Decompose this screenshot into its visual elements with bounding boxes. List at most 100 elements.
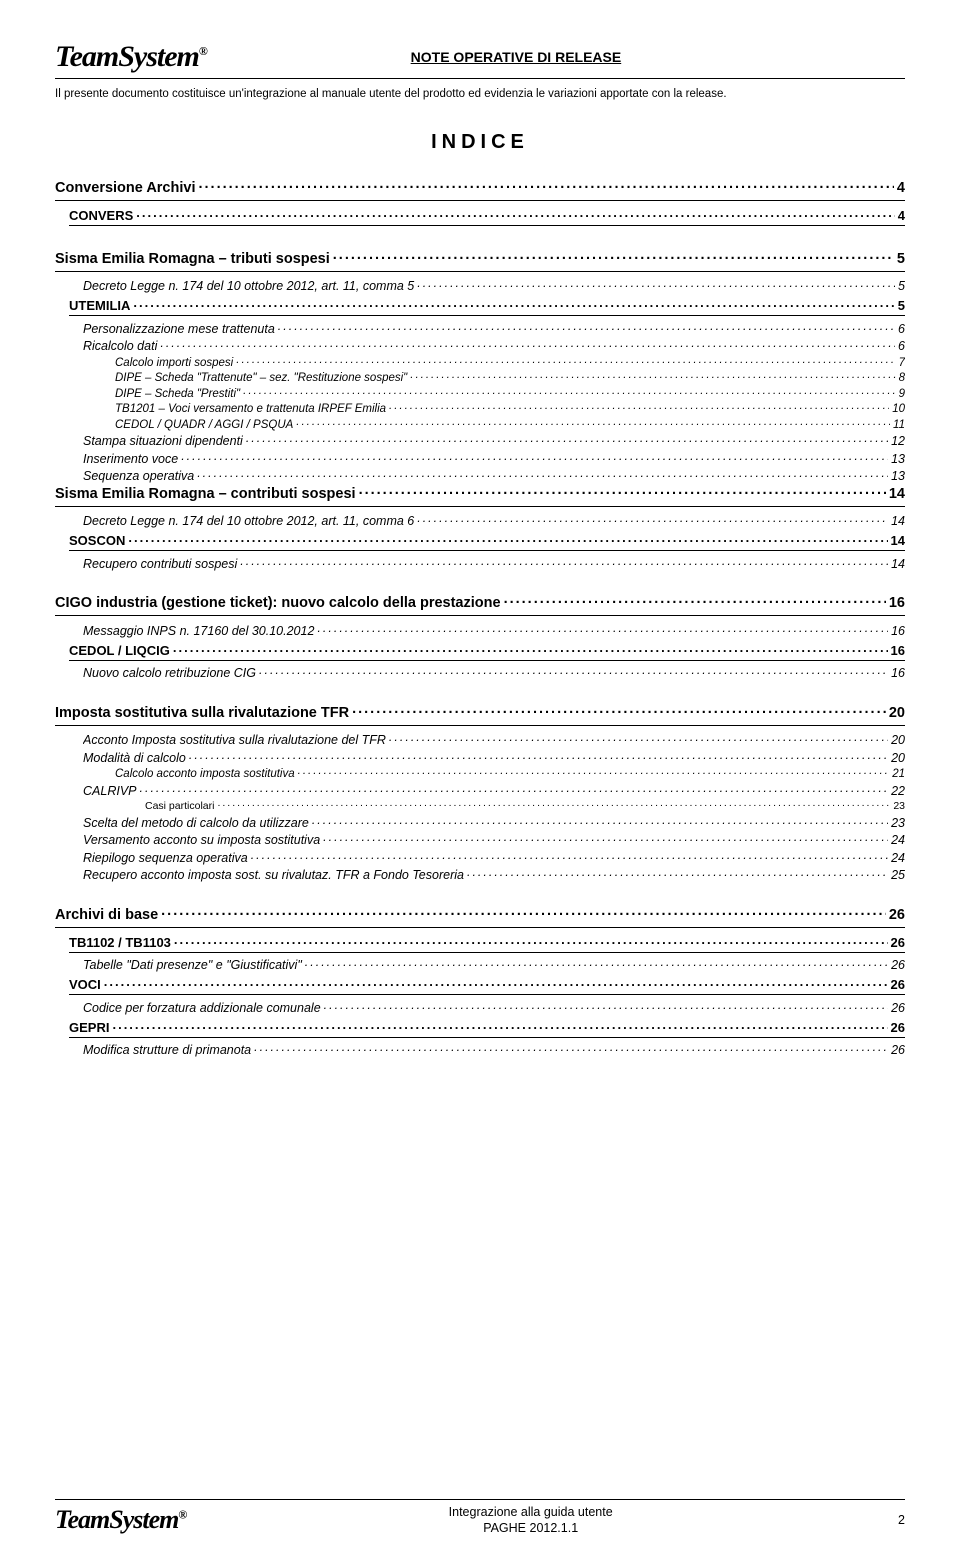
toc-label: Sisma Emilia Romagna – tributi sospesi (55, 251, 330, 267)
page-header: TeamSystem® NOTE OPERATIVE DI RELEASE (55, 40, 905, 74)
toc-page: 26 (891, 1001, 905, 1015)
toc-row: Decreto Legge n. 174 del 10 ottobre 2012… (83, 513, 905, 529)
toc-label: GEPRI (69, 1020, 109, 1035)
toc-entry-lvl1: Sisma Emilia Romagna – contributi sospes… (55, 483, 905, 507)
toc-row: Imposta sostitutiva sulla rivalutazione … (55, 702, 905, 723)
toc-row: Stampa situazioni dipendenti12 (83, 433, 905, 449)
toc-page: 6 (898, 322, 905, 336)
toc-page: 4 (898, 208, 905, 223)
toc-leader-dots (160, 338, 895, 351)
toc-row: Tabelle "Dati presenze" e "Giustificativ… (83, 957, 905, 973)
toc-page: 14 (891, 533, 905, 548)
toc-page: 26 (891, 1020, 905, 1035)
toc-page: 14 (889, 486, 905, 502)
toc-row: Calcolo importi sospesi 7 (115, 354, 905, 369)
toc-label: DIPE – Scheda "Prestiti" (115, 388, 240, 400)
toc-entry-lvl4: CEDOL / QUADR / AGGI / PSQUA11 (115, 416, 905, 431)
toc-row: VOCI26 (69, 976, 905, 992)
document-page: TeamSystem® NOTE OPERATIVE DI RELEASE Il… (0, 0, 960, 1561)
toc-entry-lvl4: TB1201 – Voci versamento e trattenuta IR… (115, 401, 905, 416)
toc-leader-dots (133, 297, 894, 310)
toc-leader-dots (278, 320, 895, 333)
toc-entry-lvl3: CALRIVP22 (83, 782, 905, 798)
toc-row: Casi particolari23 (145, 799, 905, 813)
toc-label: SOSCON (69, 533, 125, 548)
toc-row: DIPE – Scheda "Trattenute" – sez. "Resti… (115, 370, 905, 385)
toc-label: Scelta del metodo di calcolo da utilizza… (83, 816, 309, 830)
toc-leader-dots (359, 483, 886, 498)
toc-label: Calcolo importi sospesi (115, 357, 233, 369)
toc-page: 9 (899, 388, 905, 400)
toc-label: Archivi di base (55, 907, 158, 923)
toc-page: 20 (891, 733, 905, 747)
toc-page: 24 (891, 851, 905, 865)
toc-label: Sisma Emilia Romagna – contributi sospes… (55, 486, 356, 502)
header-rule (55, 78, 905, 79)
toc-row: SOSCON 14 (69, 532, 905, 548)
toc-page: 5 (898, 298, 905, 313)
toc-leader-dots (136, 207, 894, 220)
toc-entry-lvl3: Scelta del metodo di calcolo da utilizza… (83, 814, 905, 830)
toc-leader-dots (198, 178, 893, 193)
footer-line2: PAGHE 2012.1.1 (186, 1520, 875, 1536)
toc-entry-lvl3: Ricalcolo dati6 (83, 338, 905, 354)
toc-entry-lvl2: CEDOL / LIQCIG16 (69, 642, 905, 661)
toc-label: Modifica strutture di primanota (83, 1043, 251, 1057)
toc-row: TB1201 – Voci versamento e trattenuta IR… (115, 401, 905, 416)
toc-leader-dots (217, 799, 890, 810)
toc-label: Calcolo acconto imposta sostitutiva (115, 768, 295, 780)
footer-center: Integrazione alla guida utente PAGHE 201… (186, 1504, 875, 1537)
toc-label: TB1201 – Voci versamento e trattenuta IR… (115, 403, 386, 415)
toc-entry-lvl3: Codice per forzatura addizionale comunal… (83, 999, 905, 1015)
toc-leader-dots (323, 832, 888, 845)
toc-entry-lvl1: CIGO industria (gestione ticket): nuovo … (55, 593, 905, 617)
toc-label: Modalità di calcolo (83, 751, 186, 765)
toc-entry-lvl3: Nuovo calcolo retribuzione CIG16 (83, 665, 905, 681)
toc-row: Messaggio INPS n. 17160 del 30.10.201216 (83, 622, 905, 638)
toc-block: Sisma Emilia Romagna – tributi sospesi 5 D… (55, 248, 905, 571)
toc-row: Scelta del metodo di calcolo da utilizza… (83, 814, 905, 830)
toc-leader-dots (296, 416, 890, 428)
toc-page: 5 (898, 279, 905, 293)
toc-leader-dots (317, 622, 888, 635)
toc-label: DIPE – Scheda "Trattenute" – sez. "Resti… (115, 372, 407, 384)
toc-row: Nuovo calcolo retribuzione CIG16 (83, 665, 905, 681)
toc-leader-dots (254, 1042, 888, 1055)
toc-row: CEDOL / LIQCIG16 (69, 642, 905, 658)
toc-label: Tabelle "Dati presenze" e "Giustificativ… (83, 958, 302, 972)
toc-row: Modifica strutture di primanota26 (83, 1042, 905, 1058)
toc-leader-dots (236, 354, 895, 366)
toc-page: 14 (891, 514, 905, 528)
toc-entry-lvl3: Acconto Imposta sostitutiva sulla rivalu… (83, 732, 905, 748)
toc-entry-lvl4: Calcolo acconto imposta sostitutiva21 (115, 766, 905, 781)
toc-page: 22 (891, 784, 905, 798)
toc-row: Calcolo acconto imposta sostitutiva21 (115, 766, 905, 781)
toc-label: Codice per forzatura addizionale comunal… (83, 1001, 321, 1015)
toc-row: Acconto Imposta sostitutiva sulla rivalu… (83, 732, 905, 748)
intro-text: Il presente documento costituisce un'int… (55, 87, 905, 103)
toc-leader-dots (243, 385, 895, 397)
toc-page: 7 (899, 357, 905, 369)
toc-leader-dots (240, 555, 888, 568)
toc-label: Messaggio INPS n. 17160 del 30.10.2012 (83, 624, 314, 638)
toc-entry-lvl3: Inserimento voce13 (83, 450, 905, 466)
toc-entry-lvl2: CONVERS 4 (69, 207, 905, 226)
toc-leader-dots (140, 782, 889, 795)
toc-entry-lvl3: Decreto Legge n. 174 del 10 ottobre 2012… (83, 513, 905, 529)
toc-leader-dots (312, 814, 888, 827)
toc-row: Recupero acconto imposta sost. su rivalu… (83, 867, 905, 883)
footer-rule (55, 1499, 905, 1500)
toc-label: CONVERS (69, 208, 133, 223)
toc-row: Riepilogo sequenza operativa24 (83, 849, 905, 865)
toc-leader-dots (189, 749, 888, 762)
toc-label: CEDOL / QUADR / AGGI / PSQUA (115, 419, 293, 431)
toc-block: CIGO industria (gestione ticket): nuovo … (55, 593, 905, 681)
toc-page: 26 (891, 977, 905, 992)
toc-label: Personalizzazione mese trattenuta (83, 322, 275, 336)
toc-entry-lvl3: Sequenza operativa13 (83, 468, 905, 484)
toc-row: Inserimento voce13 (83, 450, 905, 466)
toc-row: GEPRI 26 (69, 1019, 905, 1035)
toc-page: 26 (891, 958, 905, 972)
toc-block: Imposta sostitutiva sulla rivalutazione … (55, 702, 905, 882)
toc-entry-lvl4: DIPE – Scheda "Prestiti" 9 (115, 385, 905, 400)
